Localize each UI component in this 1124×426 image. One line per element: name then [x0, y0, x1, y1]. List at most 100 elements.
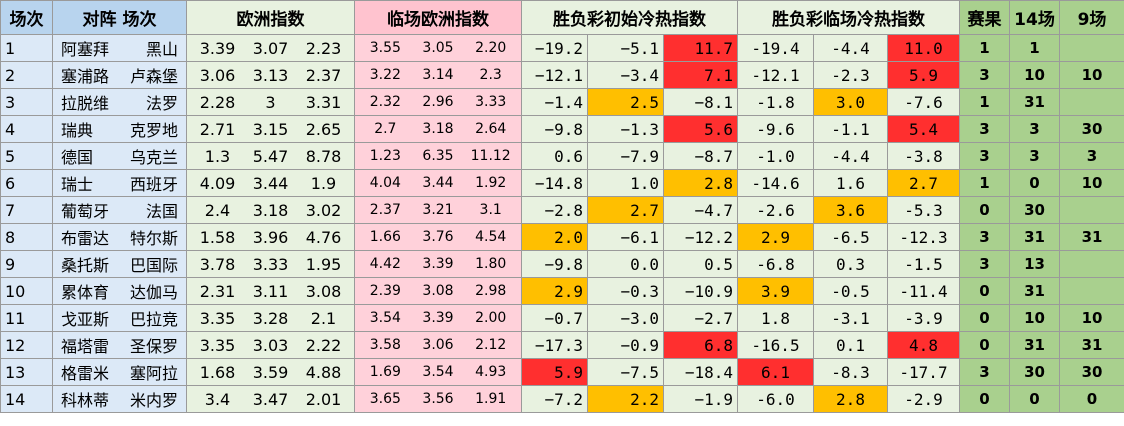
pick-9-cell[interactable]	[1059, 88, 1124, 116]
pick-14-cell[interactable]: 0	[1009, 385, 1060, 413]
table-row[interactable]: 6 瑞士 西班牙 4.09 3.44 1.9 4.04 3.44 1.92 −14.8 1.0 2.8…	[0, 169, 1124, 197]
live-euro-odds[interactable]: 2.39 3.08 2.98	[354, 277, 522, 305]
header-idx[interactable]: 场次	[0, 0, 53, 35]
live-euro-odds[interactable]: 3.54 3.39 2.00	[354, 304, 522, 332]
live-index-cell[interactable]: -6.5	[813, 223, 888, 251]
initial-index-cell[interactable]: −17.3	[521, 331, 588, 359]
pick-9-cell[interactable]: 0	[1059, 385, 1124, 413]
live-index-cell[interactable]: -16.5	[737, 331, 814, 359]
euro-odds[interactable]: 3.78 3.33 1.95	[186, 250, 355, 278]
live-euro-odds[interactable]: 2.7 3.18 2.64	[354, 115, 522, 143]
initial-index-cell[interactable]: −12.1	[521, 61, 588, 89]
table-row[interactable]: 4 瑞典 克罗地 2.71 3.15 2.65 2.7 3.18 2.64 −9.8 −1.3 5.6…	[0, 115, 1124, 143]
pick-9-cell[interactable]: 30	[1059, 358, 1124, 386]
table-row[interactable]: 10 累体育 达伽马 2.31 3.11 3.08 2.39 3.08 2.98 2.9 −0.3−…	[0, 277, 1124, 305]
pick-9-cell[interactable]: 10	[1059, 169, 1124, 197]
initial-index-cell[interactable]: −2.7	[663, 304, 738, 332]
result-cell[interactable]: 1	[959, 88, 1010, 116]
pick-9-cell[interactable]	[1059, 196, 1124, 224]
initial-index-cell[interactable]: −14.8	[521, 169, 588, 197]
pick-9-cell[interactable]: 31	[1059, 331, 1124, 359]
table-row[interactable]: 13 格雷米 塞阿拉 1.68 3.59 4.88 1.69 3.54 4.93 5.9 −7.5−…	[0, 358, 1124, 386]
initial-index-cell[interactable]: −3.0	[587, 304, 664, 332]
pick-9-cell[interactable]	[1059, 34, 1124, 62]
live-index-cell[interactable]: -6.8	[737, 250, 814, 278]
live-index-cell[interactable]: 3.6	[813, 196, 888, 224]
live-index-cell[interactable]: -8.3	[813, 358, 888, 386]
header-9[interactable]: 9场	[1059, 0, 1124, 35]
live-index-cell[interactable]: 0.1	[813, 331, 888, 359]
initial-index-cell[interactable]: 5.6	[663, 115, 738, 143]
row-index[interactable]: 4	[0, 115, 53, 143]
euro-odds[interactable]: 3.35 3.28 2.1	[186, 304, 355, 332]
initial-index-cell[interactable]: 2.8	[663, 169, 738, 197]
euro-odds[interactable]: 3.06 3.13 2.37	[186, 61, 355, 89]
initial-index-cell[interactable]: −2.8	[521, 196, 588, 224]
table-row[interactable]: 12 福塔雷 圣保罗 3.35 3.03 2.22 3.58 3.06 2.12 −17.3 −0.…	[0, 331, 1124, 359]
euro-odds[interactable]: 4.09 3.44 1.9	[186, 169, 355, 197]
live-index-cell[interactable]: 3.0	[813, 88, 888, 116]
match-cell[interactable]: 福塔雷 圣保罗	[52, 331, 187, 359]
euro-odds[interactable]: 2.31 3.11 3.08	[186, 277, 355, 305]
initial-index-cell[interactable]: −1.3	[587, 115, 664, 143]
live-index-cell[interactable]: 1.8	[737, 304, 814, 332]
initial-index-cell[interactable]: −9.8	[521, 250, 588, 278]
pick-9-cell[interactable]: 30	[1059, 115, 1124, 143]
live-index-cell[interactable]: -3.1	[813, 304, 888, 332]
live-index-cell[interactable]: -6.0	[737, 385, 814, 413]
match-cell[interactable]: 戈亚斯 巴拉竞	[52, 304, 187, 332]
initial-index-cell[interactable]: 0.6	[521, 142, 588, 170]
initial-index-cell[interactable]: −0.3	[587, 277, 664, 305]
live-index-cell[interactable]: 2.9	[737, 223, 814, 251]
initial-index-cell[interactable]: −0.7	[521, 304, 588, 332]
live-index-cell[interactable]: -0.5	[813, 277, 888, 305]
pick-14-cell[interactable]: 10	[1009, 61, 1060, 89]
result-cell[interactable]: 3	[959, 61, 1010, 89]
row-index[interactable]: 2	[0, 61, 53, 89]
initial-index-cell[interactable]: −6.1	[587, 223, 664, 251]
initial-index-cell[interactable]: 2.2	[587, 385, 664, 413]
initial-index-cell[interactable]: −0.9	[587, 331, 664, 359]
row-index[interactable]: 10	[0, 277, 53, 305]
initial-index-cell[interactable]: −1.9	[663, 385, 738, 413]
pick-14-cell[interactable]: 31	[1009, 223, 1060, 251]
live-index-cell[interactable]: -2.3	[813, 61, 888, 89]
match-cell[interactable]: 葡萄牙 法国	[52, 196, 187, 224]
initial-index-cell[interactable]: −8.7	[663, 142, 738, 170]
pick-14-cell[interactable]: 30	[1009, 196, 1060, 224]
pick-9-cell[interactable]: 10	[1059, 304, 1124, 332]
initial-index-cell[interactable]: −7.2	[521, 385, 588, 413]
live-index-cell[interactable]: -1.8	[737, 88, 814, 116]
live-euro-odds[interactable]: 3.22 3.14 2.3	[354, 61, 522, 89]
match-cell[interactable]: 塞浦路 卢森堡	[52, 61, 187, 89]
match-cell[interactable]: 拉脱维 法罗	[52, 88, 187, 116]
live-index-cell[interactable]: 2.7	[887, 169, 960, 197]
match-cell[interactable]: 瑞士 西班牙	[52, 169, 187, 197]
initial-index-cell[interactable]: 11.7	[663, 34, 738, 62]
live-index-cell[interactable]: 0.3	[813, 250, 888, 278]
table-row[interactable]: 11 戈亚斯 巴拉竞 3.35 3.28 2.1 3.54 3.39 2.00 −0.7 −3.0−…	[0, 304, 1124, 332]
header-result[interactable]: 赛果	[959, 0, 1010, 35]
row-index[interactable]: 13	[0, 358, 53, 386]
initial-index-cell[interactable]: 2.5	[587, 88, 664, 116]
initial-index-cell[interactable]: −9.8	[521, 115, 588, 143]
result-cell[interactable]: 0	[959, 304, 1010, 332]
match-cell[interactable]: 德国 乌克兰	[52, 142, 187, 170]
table-row[interactable]: 8 布雷达 特尔斯 1.58 3.96 4.76 1.66 3.76 4.54 2.0 −6.1 −1…	[0, 223, 1124, 251]
result-cell[interactable]: 0	[959, 385, 1010, 413]
row-index[interactable]: 8	[0, 223, 53, 251]
initial-index-cell[interactable]: 0.0	[587, 250, 664, 278]
live-euro-odds[interactable]: 4.04 3.44 1.92	[354, 169, 522, 197]
row-index[interactable]: 6	[0, 169, 53, 197]
initial-index-cell[interactable]: 2.9	[521, 277, 588, 305]
pick-14-cell[interactable]: 30	[1009, 358, 1060, 386]
pick-14-cell[interactable]: 31	[1009, 277, 1060, 305]
table-row[interactable]: 5 德国 乌克兰 1.3 5.47 8.78 1.23 6.35 11.12 0.6 −7.9 −8.…	[0, 142, 1124, 170]
row-index[interactable]: 5	[0, 142, 53, 170]
initial-index-cell[interactable]: 6.8	[663, 331, 738, 359]
euro-odds[interactable]: 3.4 3.47 2.01	[186, 385, 355, 413]
initial-index-cell[interactable]: 1.0	[587, 169, 664, 197]
initial-index-cell[interactable]: 2.7	[587, 196, 664, 224]
live-euro-odds[interactable]: 1.69 3.54 4.93	[354, 358, 522, 386]
live-index-cell[interactable]: -2.6	[737, 196, 814, 224]
